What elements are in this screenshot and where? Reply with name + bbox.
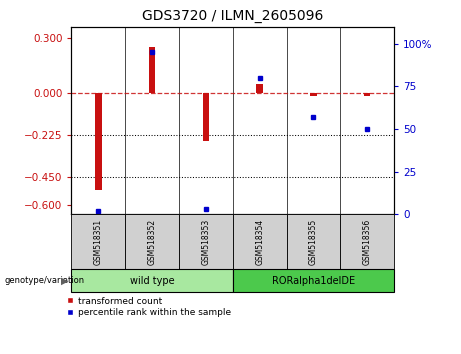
Text: GSM518353: GSM518353	[201, 218, 210, 265]
Bar	[95, 93, 101, 190]
Text: RORalpha1delDE: RORalpha1delDE	[272, 275, 355, 286]
Bar	[179, 214, 233, 269]
Bar	[203, 93, 209, 141]
Bar	[71, 214, 125, 269]
Text: GSM518351: GSM518351	[94, 218, 103, 265]
Text: wild type: wild type	[130, 275, 174, 286]
Text: GSM518354: GSM518354	[255, 218, 264, 265]
Legend: transformed count, percentile rank within the sample: transformed count, percentile rank withi…	[67, 297, 231, 317]
Bar	[364, 93, 371, 96]
Bar	[340, 214, 394, 269]
Text: genotype/variation: genotype/variation	[5, 276, 85, 285]
Text: GSM518355: GSM518355	[309, 218, 318, 265]
Bar	[149, 47, 155, 93]
Text: GSM518352: GSM518352	[148, 218, 157, 265]
Bar	[233, 214, 287, 269]
Bar	[125, 214, 179, 269]
Title: GDS3720 / ILMN_2605096: GDS3720 / ILMN_2605096	[142, 9, 324, 23]
Bar	[310, 93, 317, 96]
Text: ▶: ▶	[61, 275, 68, 286]
Bar	[256, 84, 263, 93]
Bar	[287, 214, 340, 269]
Text: GSM518356: GSM518356	[363, 218, 372, 265]
Bar	[71, 269, 233, 292]
Bar	[233, 269, 394, 292]
